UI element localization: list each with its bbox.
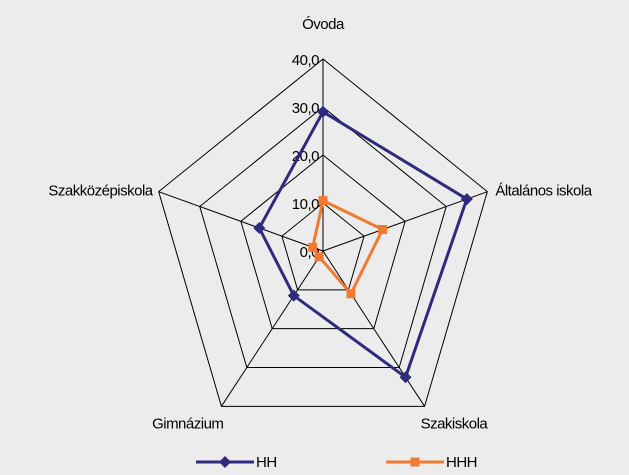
marker: [287, 289, 300, 302]
marker: [317, 105, 329, 118]
legend-marker: [219, 456, 231, 468]
marker: [314, 252, 324, 262]
marker: [346, 289, 356, 299]
legend-marker: [410, 457, 420, 467]
category-label: Szakiskola: [421, 415, 489, 432]
category-label: Szakközépiskola: [48, 183, 153, 200]
category-label: Gimnázium: [152, 415, 223, 432]
grid-line: [158, 58, 488, 407]
tick-label: 30,0: [292, 100, 319, 117]
axis-spoke: [221, 250, 324, 407]
series-line: [311, 198, 385, 297]
legend-label: HHH: [446, 454, 477, 471]
marker: [460, 193, 473, 206]
category-label: Óvoda: [302, 16, 345, 33]
category-label: Általános iskola: [495, 183, 592, 200]
grid-line: [240, 154, 406, 330]
marker: [399, 371, 412, 384]
legend-label: HH: [256, 454, 277, 471]
marker: [378, 224, 388, 234]
marker: [253, 222, 266, 235]
tick-label: 40,0: [292, 52, 319, 69]
series-line: [257, 109, 469, 380]
marker: [318, 196, 328, 206]
tick-label: 20,0: [292, 148, 319, 165]
axis-spoke: [322, 191, 488, 252]
grid-line: [281, 202, 365, 291]
grid-line: [199, 106, 447, 368]
marker: [308, 242, 318, 252]
tick-label: 10,0: [292, 196, 319, 213]
axis-spoke: [158, 191, 324, 252]
